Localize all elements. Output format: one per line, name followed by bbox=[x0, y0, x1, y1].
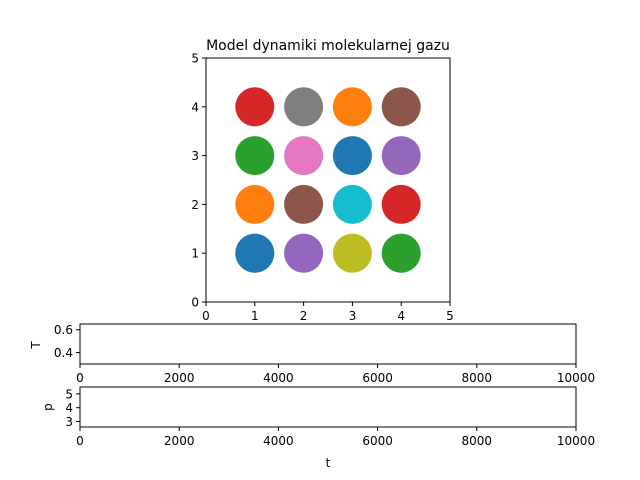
molecule-point bbox=[235, 136, 275, 176]
y-tick-label: 5 bbox=[191, 52, 199, 66]
x-tick-label: 0 bbox=[76, 434, 84, 448]
y-tick-label: 5 bbox=[65, 387, 73, 401]
molecule-point bbox=[381, 136, 421, 176]
molecule-point bbox=[381, 87, 421, 127]
x-tick-label: 10000 bbox=[557, 434, 595, 448]
molecule-point bbox=[284, 87, 324, 127]
x-tick-label: 2000 bbox=[164, 371, 195, 385]
y-tick-label: 4 bbox=[191, 100, 199, 114]
y-tick-label: 1 bbox=[191, 247, 199, 261]
x-tick-label: 8000 bbox=[462, 371, 493, 385]
x-tick-label: 6000 bbox=[362, 371, 393, 385]
molecule-point bbox=[381, 233, 421, 273]
pressure-ylabel: p bbox=[41, 403, 55, 411]
molecule-point bbox=[235, 87, 275, 127]
x-tick-label: 4000 bbox=[263, 371, 294, 385]
time-xlabel: t bbox=[326, 456, 331, 470]
y-tick-label: 2 bbox=[191, 198, 199, 212]
molecule-point bbox=[284, 233, 324, 273]
pressure-panel: 0 2000 4000 6000 8000 10000 345 p t bbox=[41, 386, 595, 470]
x-tick-label: 2 bbox=[300, 309, 308, 323]
x-tick-label: 0 bbox=[202, 309, 210, 323]
y-tick-label: 3 bbox=[65, 415, 73, 429]
chart-title: Model dynamiki molekularnej gazu bbox=[206, 38, 450, 54]
molecule-point bbox=[381, 184, 421, 224]
pressure-axes-frame bbox=[79, 386, 577, 428]
x-tick-label: 0 bbox=[76, 371, 84, 385]
molecule-point bbox=[284, 136, 324, 176]
x-tick-label: 8000 bbox=[462, 434, 493, 448]
molecule-axes-frame bbox=[205, 57, 451, 303]
y-tick-label: 4 bbox=[65, 401, 73, 415]
x-tick-label: 2000 bbox=[164, 434, 195, 448]
y-tick-label: 0.6 bbox=[54, 323, 73, 337]
molecule-point bbox=[332, 87, 372, 127]
molecule-point bbox=[332, 136, 372, 176]
y-tick-label: 3 bbox=[191, 149, 199, 163]
molecule-point bbox=[332, 233, 372, 273]
temperature-panel: 0 2000 4000 6000 8000 10000 0.4 0.6 T bbox=[29, 323, 595, 385]
x-tick-label: 4 bbox=[397, 309, 405, 323]
x-tick-label: 4000 bbox=[263, 434, 294, 448]
molecule-point bbox=[235, 233, 275, 273]
x-tick-label: 1 bbox=[251, 309, 259, 323]
molecule-point bbox=[332, 184, 372, 224]
x-tick-label: 6000 bbox=[362, 434, 393, 448]
y-tick-label: 0 bbox=[191, 296, 199, 310]
molecule-point bbox=[284, 184, 324, 224]
x-tick-label: 10000 bbox=[557, 371, 595, 385]
molecule-point bbox=[235, 184, 275, 224]
x-tick-label: 5 bbox=[446, 309, 454, 323]
temperature-ylabel: T bbox=[29, 341, 43, 350]
y-tick-label: 0.4 bbox=[54, 346, 73, 360]
temperature-axes-frame bbox=[79, 323, 577, 365]
x-tick-label: 3 bbox=[349, 309, 357, 323]
